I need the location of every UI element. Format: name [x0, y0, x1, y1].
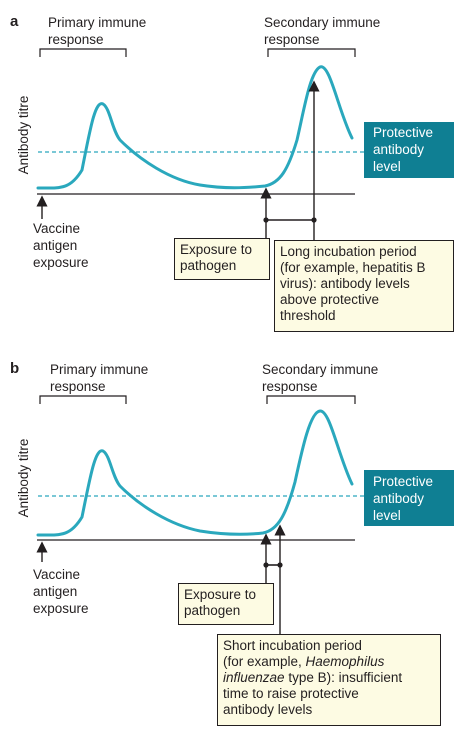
- panel-b-span-dot-left: [263, 562, 269, 568]
- panel-a-vaccine-line1: Vaccine: [33, 221, 80, 236]
- panel-a-primary-label-line1: Primary immune: [48, 15, 146, 30]
- panel-b-primary-label-line1: Primary immune: [50, 362, 148, 377]
- panel-b-exposure-note: Exposure to pathogen: [178, 583, 274, 625]
- panel-b-vaccine-line3: exposure: [33, 601, 89, 616]
- panel-b-incubation-line2-italic: Haemophilus: [305, 654, 385, 669]
- panel-b-y-axis-label: Antibody titre: [16, 439, 31, 518]
- panel-b-secondary-label-line1: Secondary immune: [262, 362, 378, 377]
- panel-b-incubation-line5: antibody levels: [223, 702, 313, 717]
- panel-a-y-axis-label: Antibody titre: [16, 96, 31, 175]
- panel-a-vaccine-line2: antigen: [33, 238, 77, 253]
- panel-b-incubation-line2-prefix: (for example,: [223, 654, 306, 669]
- panel-b-span-dot-right: [277, 562, 283, 568]
- panel-a-primary-label-line2: response: [48, 32, 104, 47]
- panel-b-vaccine-line1: Vaccine: [33, 567, 80, 582]
- panel-b-secondary-label-line2: response: [262, 379, 318, 394]
- panel-a-secondary-bracket: [267, 48, 356, 57]
- panel-b-incubation-line4: time to raise protective: [223, 686, 359, 701]
- panel-b-protective-line2: antibody: [373, 491, 424, 506]
- panel-a-protective-line1: Protective: [373, 125, 433, 140]
- panel-b-protective-box: [364, 470, 454, 526]
- panel-b-secondary-bracket: [266, 395, 356, 404]
- panel-a-incubation-note: Long incubation period (for example, hep…: [274, 240, 454, 332]
- panel-b-exposure-line2: pathogen: [184, 603, 241, 618]
- panel-a-secondary-label-line1: Secondary immune: [264, 15, 380, 30]
- panel-b-primary-label-line2: response: [50, 379, 106, 394]
- panel-b-incubation-line2: (for example, Haemophilus: [223, 654, 435, 670]
- panel-a-protective-box: [364, 122, 454, 178]
- panel-a-protective-line2: antibody: [373, 142, 424, 157]
- panel-b-incubation-line1: Short incubation period: [223, 638, 362, 653]
- panel-a-incubation-line4: above protective: [280, 292, 380, 307]
- panel-a-span-dot-left: [263, 217, 269, 223]
- panel-b-exposure-line1: Exposure to: [184, 587, 257, 602]
- panel-b-vaccine-line2: antigen: [33, 584, 77, 599]
- panel-a-incubation-line5: threshold: [280, 308, 336, 323]
- panel-b-incubation-note: Short incubation period (for example, Ha…: [217, 634, 441, 726]
- panel-b-protective-line1: Protective: [373, 474, 433, 489]
- panel-a-incubation-line3: virus): antibody levels: [280, 276, 410, 291]
- panel-a: a Primary immune response Secondary immu…: [10, 13, 454, 634]
- panel-b-protective-line3: level: [373, 508, 401, 523]
- panel-a-vaccine-line3: exposure: [33, 255, 89, 270]
- panel-a-incubation-line1: Long incubation period: [280, 244, 417, 259]
- panel-a-protective-line3: level: [373, 159, 401, 174]
- panel-a-span-dot-right: [311, 217, 317, 223]
- panel-a-letter: a: [10, 13, 19, 30]
- panel-a-exposure-note: Exposure to pathogen: [174, 238, 270, 280]
- panel-b-incubation-line3-suffix: type B): insufficient: [284, 670, 403, 685]
- panel-a-antibody-curve: [36, 65, 354, 190]
- panel-a-primary-bracket: [39, 48, 127, 57]
- panel-b-antibody-curve: [36, 409, 354, 537]
- panel-b-incubation-line3-italic: influenzae: [223, 670, 285, 685]
- panel-a-incubation-line2: (for example, hepatitis B: [280, 260, 426, 275]
- panel-b-incubation-line3: influenzae type B): insufficient: [223, 670, 435, 686]
- panel-b: b Primary immune response Secondary immu…: [10, 360, 454, 634]
- panel-a-exposure-line2: pathogen: [180, 258, 237, 273]
- panel-a-exposure-line1: Exposure to: [180, 242, 253, 257]
- panel-b-letter: b: [10, 360, 19, 377]
- panel-a-secondary-label-line2: response: [264, 32, 320, 47]
- panel-b-primary-bracket: [39, 395, 127, 404]
